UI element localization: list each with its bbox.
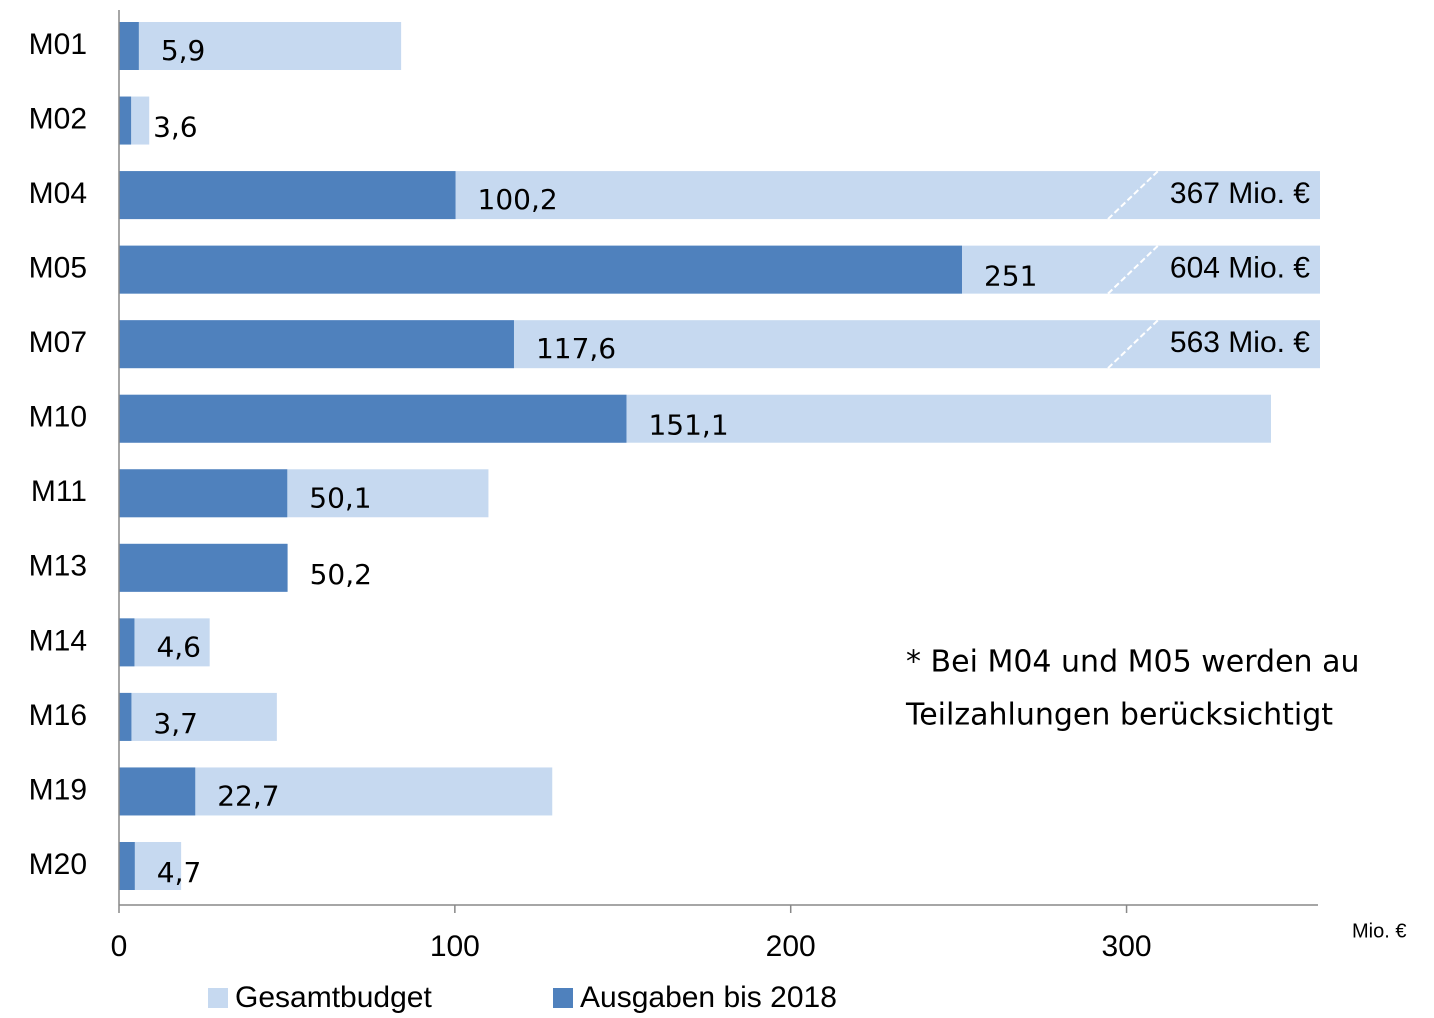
value-label: 100,2 (478, 183, 558, 216)
legend-swatch (553, 988, 573, 1008)
axis-unit: Mio. € (1352, 920, 1406, 942)
y-tick-label: M07 (29, 326, 87, 359)
bar (119, 320, 514, 369)
value-label: 563 Mio. € (1170, 326, 1310, 359)
bar (119, 618, 135, 667)
y-tick-label: M05 (29, 252, 87, 285)
legend-swatch (208, 988, 228, 1008)
value-label: 4,7 (157, 856, 202, 889)
bar (119, 692, 132, 741)
y-tick-label: M10 (29, 401, 87, 434)
y-tick-label: M04 (29, 177, 87, 210)
value-label: 50,1 (309, 481, 371, 514)
y-tick-label: M16 (29, 699, 87, 732)
axis-break (1107, 244, 1159, 295)
y-tick-label: M19 (29, 773, 87, 806)
bar (119, 767, 196, 816)
bar (119, 692, 277, 741)
y-tick-label: M02 (29, 102, 87, 135)
y-tick-label: M20 (29, 848, 87, 881)
legend-label: Ausgaben bis 2018 (580, 981, 837, 1014)
axis-break (1107, 319, 1159, 369)
bar (119, 22, 402, 70)
y-tick-label: M11 (31, 475, 87, 508)
value-label: 151,1 (648, 409, 728, 442)
y-tick-label: M14 (29, 624, 87, 657)
bar (119, 543, 288, 592)
value-label: 117,6 (536, 332, 616, 365)
bar (119, 245, 962, 294)
bar (119, 22, 139, 70)
value-label: 3,7 (153, 707, 198, 740)
annotation: Teilzahlungen berücksichtigt (905, 698, 1333, 733)
plot-area (119, 22, 1320, 890)
y-tick-label: M01 (29, 28, 87, 61)
bar (119, 469, 288, 518)
value-label: 50,2 (310, 558, 372, 591)
value-label: 22,7 (217, 779, 279, 812)
x-tick-label: 200 (766, 930, 816, 963)
x-tick-label: 100 (430, 930, 480, 963)
value-label: 4,6 (156, 630, 201, 663)
bar (119, 842, 135, 890)
x-tick-label: 300 (1102, 930, 1152, 963)
bar (119, 171, 456, 220)
bar (119, 394, 627, 443)
value-label: 5,9 (161, 34, 206, 67)
value-label: 604 Mio. € (1170, 252, 1310, 285)
value-label: 367 Mio. € (1170, 177, 1310, 210)
annotation: * Bei M04 und M05 werden au (906, 645, 1360, 680)
value-label: 251 (984, 260, 1037, 293)
y-tick-label: M13 (29, 550, 87, 583)
axis-break (1107, 170, 1159, 220)
bar (119, 96, 132, 145)
legend-label: Gesamtbudget (235, 981, 432, 1014)
value-label: 3,6 (153, 111, 198, 144)
x-tick-label: 0 (111, 930, 128, 963)
